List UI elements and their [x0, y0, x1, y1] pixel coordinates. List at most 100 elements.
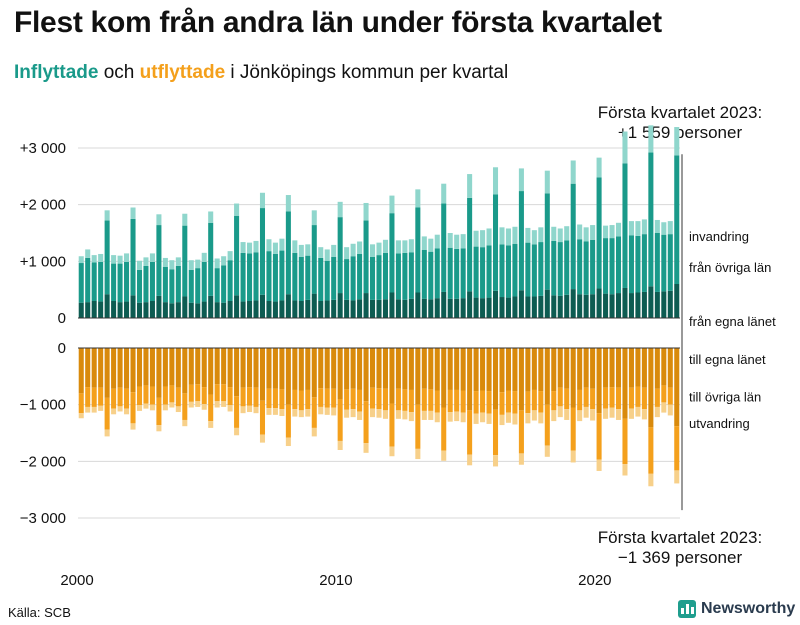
- bar-in-other: [272, 253, 278, 302]
- bar-in-immig: [104, 210, 110, 221]
- bar-out-other: [531, 389, 537, 411]
- bar-out-other: [395, 388, 401, 411]
- bar-out-emig: [531, 410, 537, 421]
- bar-out-local: [279, 348, 285, 390]
- series-label-out: till egna länet: [689, 352, 766, 367]
- bar-out-local: [505, 348, 511, 391]
- source-note: Källa: SCB: [8, 605, 71, 620]
- bar-out-other: [188, 384, 194, 402]
- bar-out-emig: [337, 440, 343, 450]
- bar-out-local: [111, 348, 117, 389]
- bar-out-other: [130, 392, 136, 424]
- bar-in-other: [395, 253, 401, 300]
- bar-in-immig: [292, 240, 298, 253]
- bar-out-local: [564, 348, 570, 389]
- bar-in-immig: [512, 226, 518, 244]
- bar-out-other: [447, 389, 453, 413]
- bar-out-local: [234, 348, 240, 397]
- bar-in-local: [149, 301, 155, 318]
- bar-out-other: [518, 410, 524, 454]
- bar-in-other: [531, 244, 537, 297]
- bar-out-emig: [285, 437, 291, 447]
- bar-out-other: [434, 390, 440, 413]
- bar-out-local: [85, 348, 91, 388]
- bar-in-other: [460, 248, 466, 299]
- bar-out-local: [259, 348, 266, 401]
- bar-out-other: [350, 388, 356, 410]
- bar-out-emig: [603, 408, 609, 419]
- bar-out-emig: [104, 429, 110, 437]
- bar-in-local: [434, 298, 440, 318]
- bar-out-local: [382, 348, 388, 389]
- bar-in-other: [415, 207, 421, 293]
- bar-out-other: [124, 388, 130, 409]
- bar-out-other: [499, 392, 505, 415]
- bar-out-local: [603, 348, 609, 388]
- bar-out-other: [525, 391, 531, 414]
- bar-in-other: [654, 233, 660, 292]
- subtitle-and: och: [98, 62, 140, 83]
- bar-out-emig: [111, 408, 117, 415]
- bar-in-local: [447, 298, 453, 318]
- bar-in-other: [259, 208, 266, 295]
- bar-in-immig: [318, 247, 324, 258]
- bar-out-other: [473, 391, 479, 414]
- bar-in-local: [208, 295, 214, 318]
- bar-in-other: [674, 155, 680, 284]
- y-tick-label: +3 000: [20, 140, 66, 157]
- bar-out-emig: [227, 405, 233, 412]
- bar-out-other: [570, 407, 576, 451]
- bar-in-immig: [570, 160, 576, 184]
- bar-in-other: [350, 256, 356, 301]
- bar-out-other: [149, 386, 155, 405]
- bar-in-local: [363, 293, 369, 318]
- bar-out-local: [266, 348, 272, 389]
- logo-text: Newsworthy: [701, 600, 796, 617]
- bar-in-other: [421, 250, 427, 299]
- bar-in-other: [603, 238, 609, 294]
- bar-out-emig: [583, 406, 589, 418]
- bar-out-emig: [370, 408, 376, 418]
- bar-in-local: [402, 299, 408, 318]
- bar-out-emig: [169, 402, 175, 408]
- bar-in-other: [492, 194, 499, 291]
- bar-in-local: [156, 295, 162, 318]
- bar-out-emig: [551, 410, 557, 422]
- bar-out-local: [305, 348, 311, 390]
- bar-in-immig: [460, 234, 466, 249]
- bar-out-emig: [143, 403, 149, 409]
- bar-out-other: [376, 388, 382, 410]
- bar-out-other: [415, 404, 421, 449]
- bar-in-other: [434, 248, 440, 299]
- bar-in-immig: [169, 260, 175, 270]
- y-tick-label: +2 000: [20, 197, 66, 214]
- bar-in-immig: [408, 239, 414, 253]
- bar-in-other: [505, 245, 511, 298]
- bar-out-local: [518, 348, 524, 411]
- bar-in-immig: [305, 244, 311, 256]
- bar-out-emig: [415, 448, 421, 460]
- bar-in-local: [247, 301, 253, 318]
- bar-out-emig: [441, 450, 447, 461]
- bar-in-local: [169, 303, 175, 318]
- bar-in-immig: [628, 221, 634, 236]
- bar-out-local: [525, 348, 531, 392]
- bar-in-immig: [208, 211, 214, 223]
- bar-out-other: [402, 389, 408, 411]
- bar-out-local: [376, 348, 382, 389]
- bar-out-other: [253, 387, 259, 407]
- bar-out-emig: [311, 427, 317, 437]
- bar-out-other: [538, 391, 544, 413]
- bar-out-local: [667, 348, 673, 388]
- bar-out-other: [596, 413, 602, 460]
- bar-out-local: [285, 348, 291, 405]
- bar-out-emig: [654, 406, 660, 418]
- bar-out-emig: [648, 473, 654, 487]
- bar-in-immig: [434, 234, 440, 249]
- bar-out-other: [486, 391, 492, 414]
- bar-in-local: [124, 301, 130, 318]
- bar-in-immig: [544, 170, 550, 194]
- bar-out-emig: [292, 409, 298, 417]
- bar-in-immig: [447, 233, 453, 248]
- bar-in-other: [389, 213, 395, 293]
